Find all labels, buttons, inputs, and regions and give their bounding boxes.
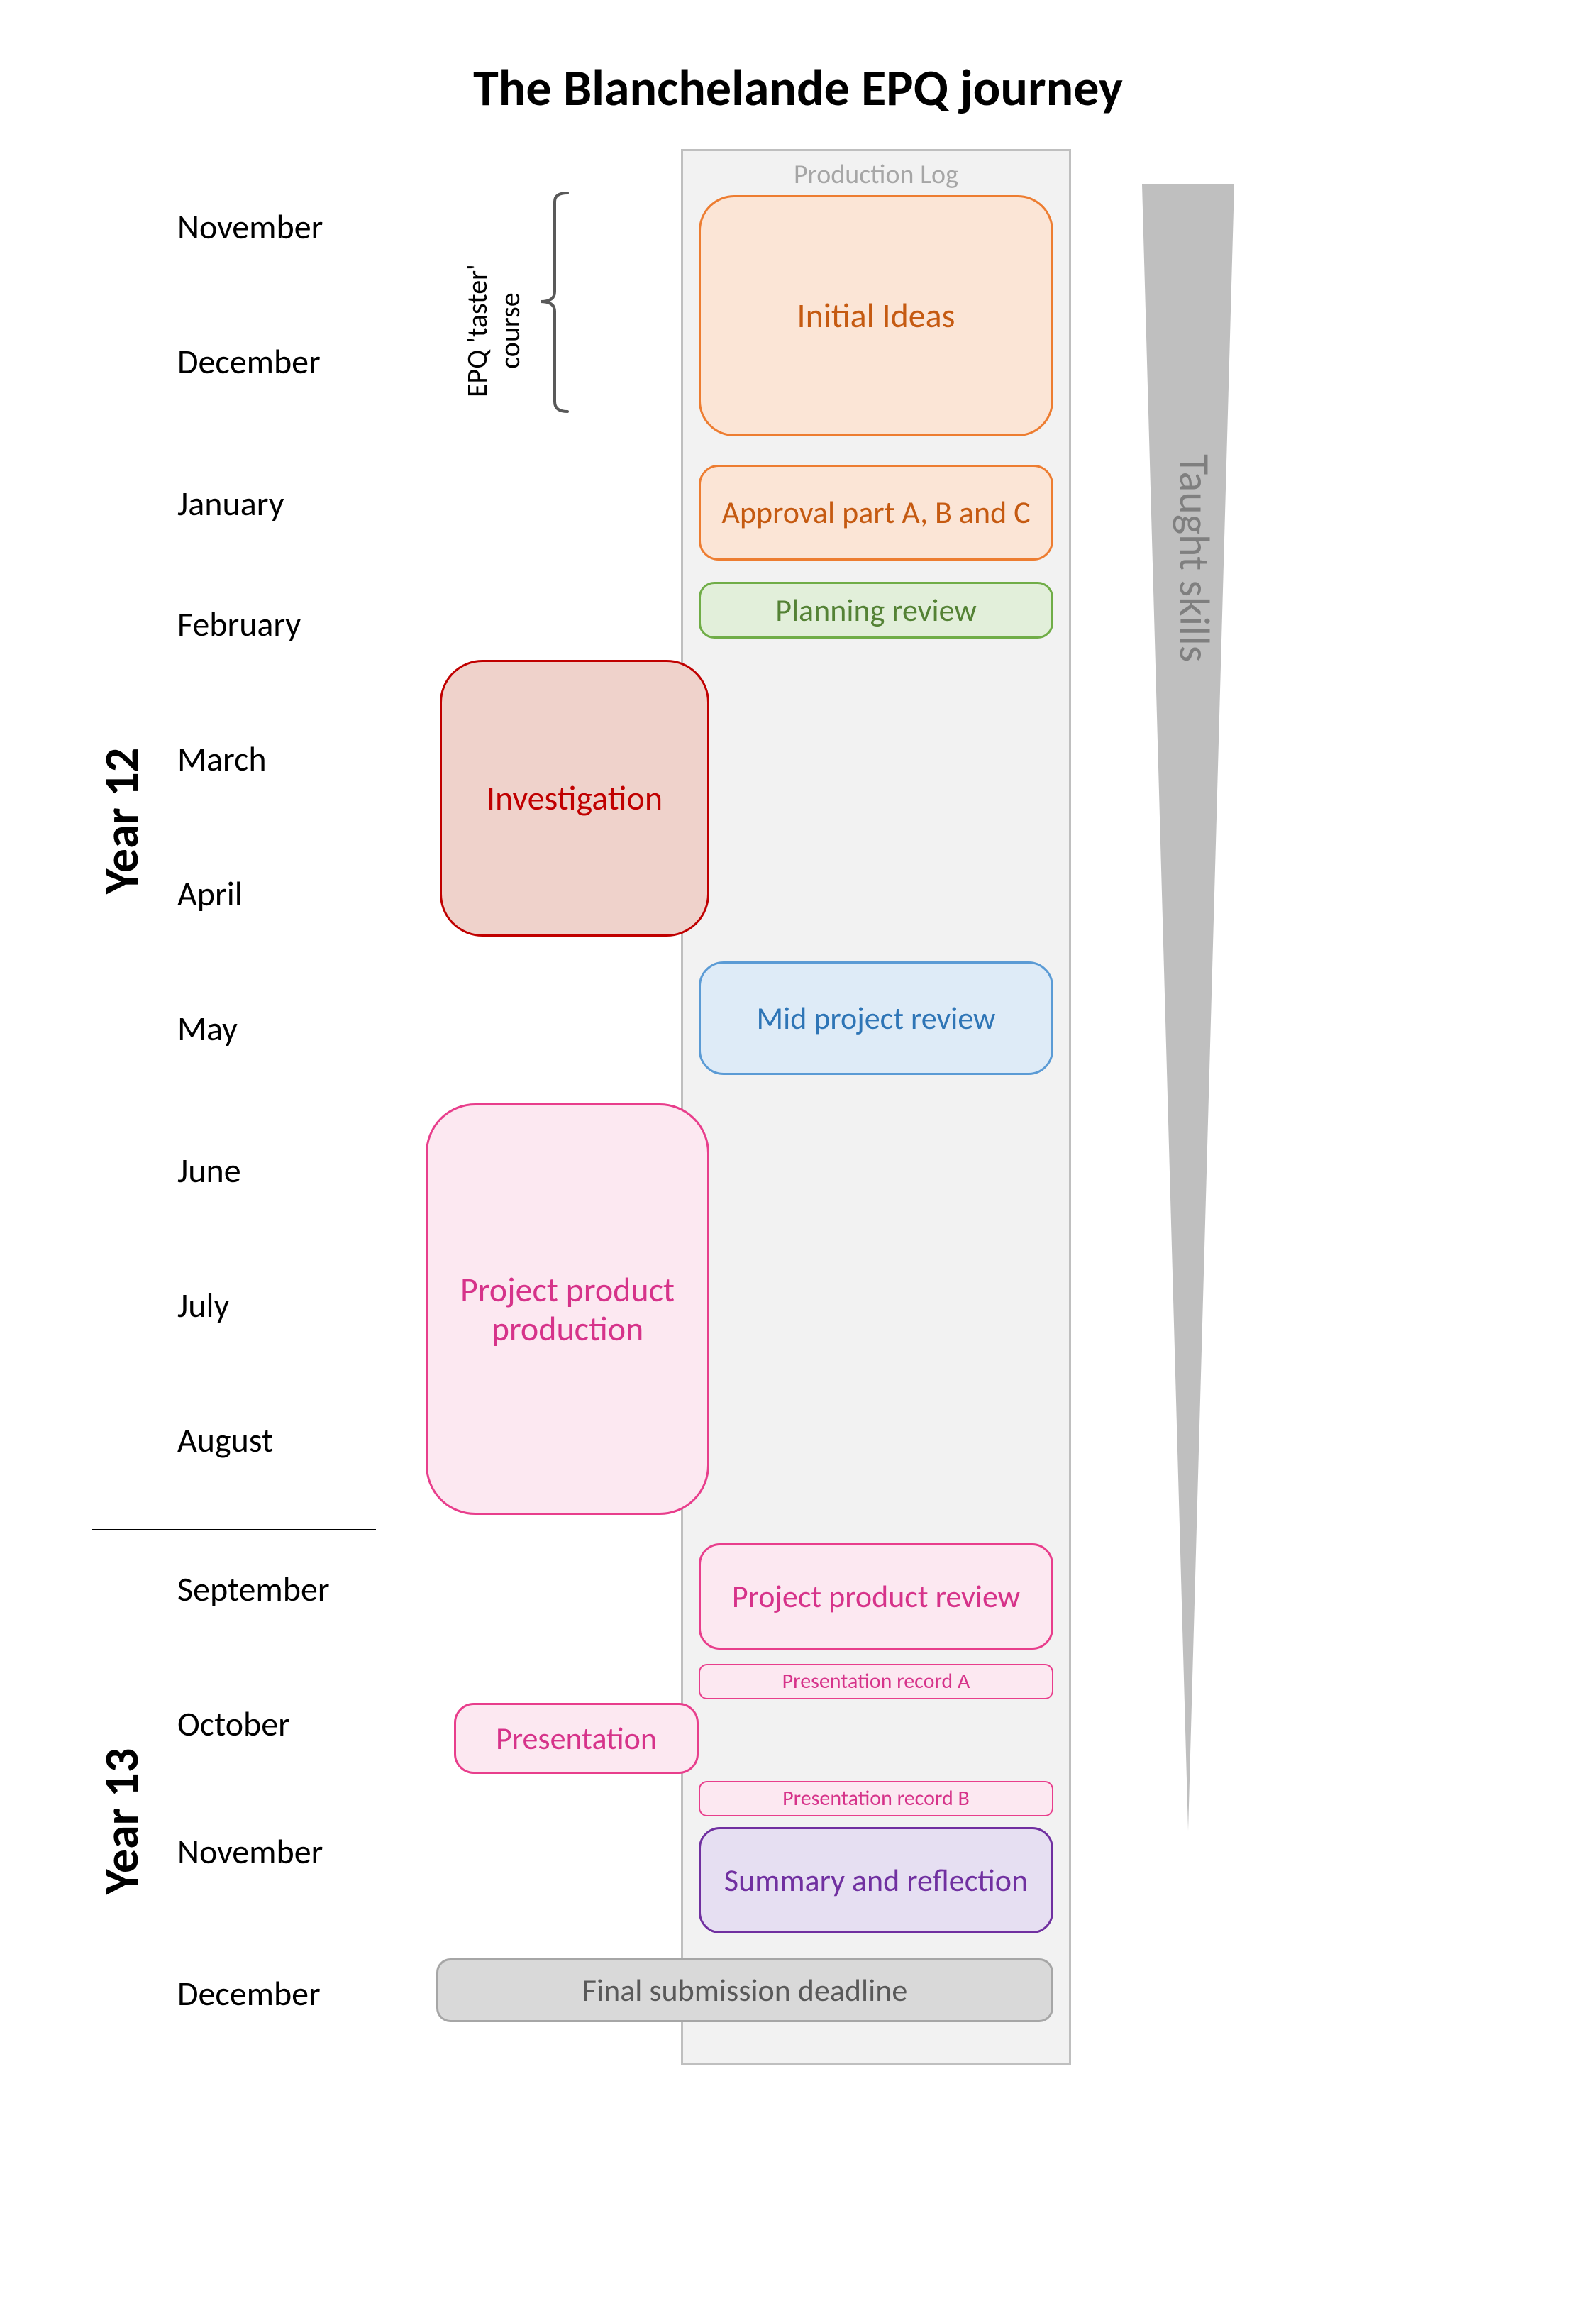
taster-course-label: EPQ 'taster'course: [461, 264, 526, 397]
month-label: November: [177, 206, 323, 248]
stage-approval: Approval part A, B and C: [699, 465, 1053, 561]
taster-bracket: [539, 192, 575, 419]
year-label: Year 12: [92, 748, 151, 894]
production-log-label: Production Log: [683, 151, 1069, 191]
stage-project-production: Project product production: [426, 1103, 709, 1515]
stage-planning-review: Planning review: [699, 582, 1053, 639]
month-label: December: [177, 341, 321, 382]
month-label: August: [177, 1419, 273, 1461]
month-label: February: [177, 603, 301, 645]
stage-presentation: Presentation: [454, 1703, 699, 1774]
taught-skills-label: Taught skills: [1168, 454, 1220, 662]
month-label: January: [177, 482, 284, 524]
stage-summary-reflection: Summary and reflection: [699, 1827, 1053, 1933]
month-label: March: [177, 738, 267, 780]
page-title: The Blanchelande EPQ journey: [0, 57, 1596, 119]
stage-final-submission: Final submission deadline: [436, 1958, 1053, 2022]
month-label: July: [177, 1284, 229, 1326]
stage-project-review: Project product review: [699, 1543, 1053, 1650]
stage-pres-record-b: Presentation record B: [699, 1781, 1053, 1816]
year-label: Year 13: [92, 1748, 151, 1894]
stage-investigation: Investigation: [440, 660, 709, 937]
stage-mid-project-review: Mid project review: [699, 961, 1053, 1075]
month-label: November: [177, 1831, 323, 1872]
month-label: April: [177, 873, 243, 915]
month-label: June: [177, 1149, 241, 1191]
year-divider: [92, 1529, 376, 1530]
stage-initial-ideas: Initial Ideas: [699, 195, 1053, 436]
month-label: May: [177, 1008, 238, 1049]
month-label: October: [177, 1703, 290, 1745]
stage-pres-record-a: Presentation record A: [699, 1664, 1053, 1699]
month-label: December: [177, 1973, 321, 2014]
taught-skills-wedge: [1142, 184, 1234, 1831]
production-log-container: Production Log: [681, 149, 1071, 2065]
month-label: September: [177, 1568, 330, 1610]
